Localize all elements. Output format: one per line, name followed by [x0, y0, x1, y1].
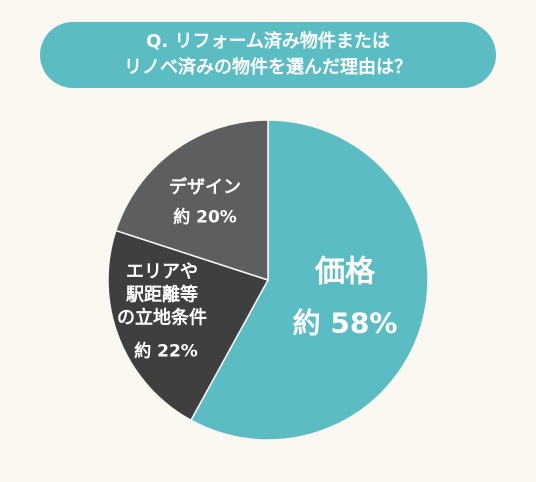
value-label: 約 58% — [292, 306, 398, 340]
value-label: 約 20% — [173, 207, 237, 228]
pie-slice — [107, 229, 270, 422]
chart-title: Q. リフォーム済み物件または リノベ済みの物件を選んだ理由は？ — [124, 31, 412, 78]
category-label: 価格 — [315, 254, 375, 290]
value-label: 約 22% — [134, 341, 198, 362]
pie-slice — [189, 119, 429, 441]
category-label: デザイン — [169, 176, 241, 198]
pie-slice — [114, 119, 269, 282]
title-banner: Q. リフォーム済み物件または リノベ済みの物件を選んだ理由は？ — [40, 22, 496, 88]
category-label: エリアや 駅距離等 の立地条件 — [117, 261, 207, 329]
